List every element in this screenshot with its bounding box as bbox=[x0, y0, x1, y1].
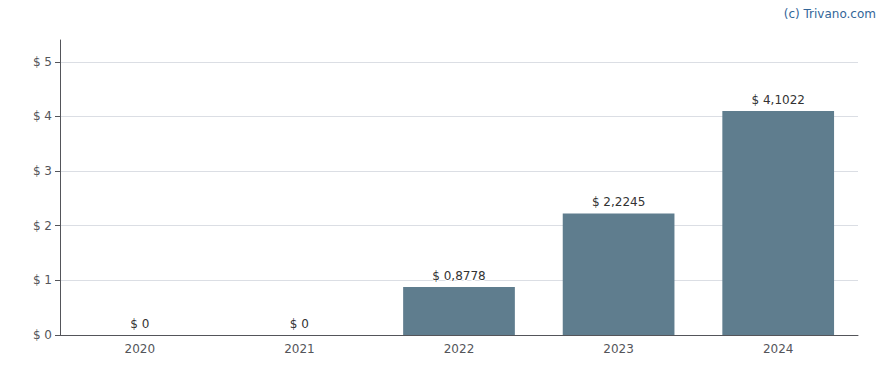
svg-text:2020: 2020 bbox=[125, 342, 156, 356]
svg-text:$ 1: $ 1 bbox=[33, 273, 52, 287]
svg-text:$ 0: $ 0 bbox=[290, 317, 309, 331]
svg-text:2021: 2021 bbox=[284, 342, 315, 356]
svg-text:$ 2: $ 2 bbox=[33, 219, 52, 233]
svg-text:$ 0: $ 0 bbox=[33, 328, 52, 342]
svg-text:$ 0,8778: $ 0,8778 bbox=[432, 269, 485, 283]
svg-text:2024: 2024 bbox=[763, 342, 794, 356]
svg-text:2022: 2022 bbox=[444, 342, 475, 356]
svg-text:$ 3: $ 3 bbox=[33, 164, 52, 178]
svg-text:$ 5: $ 5 bbox=[33, 55, 52, 69]
svg-text:$ 2,2245: $ 2,2245 bbox=[592, 195, 645, 209]
svg-text:$ 4: $ 4 bbox=[33, 109, 52, 123]
svg-text:(c) Trivano.com: (c) Trivano.com bbox=[784, 7, 876, 21]
svg-text:$ 4,1022: $ 4,1022 bbox=[751, 93, 804, 107]
svg-text:$ 0: $ 0 bbox=[130, 317, 149, 331]
svg-text:2023: 2023 bbox=[603, 342, 634, 356]
